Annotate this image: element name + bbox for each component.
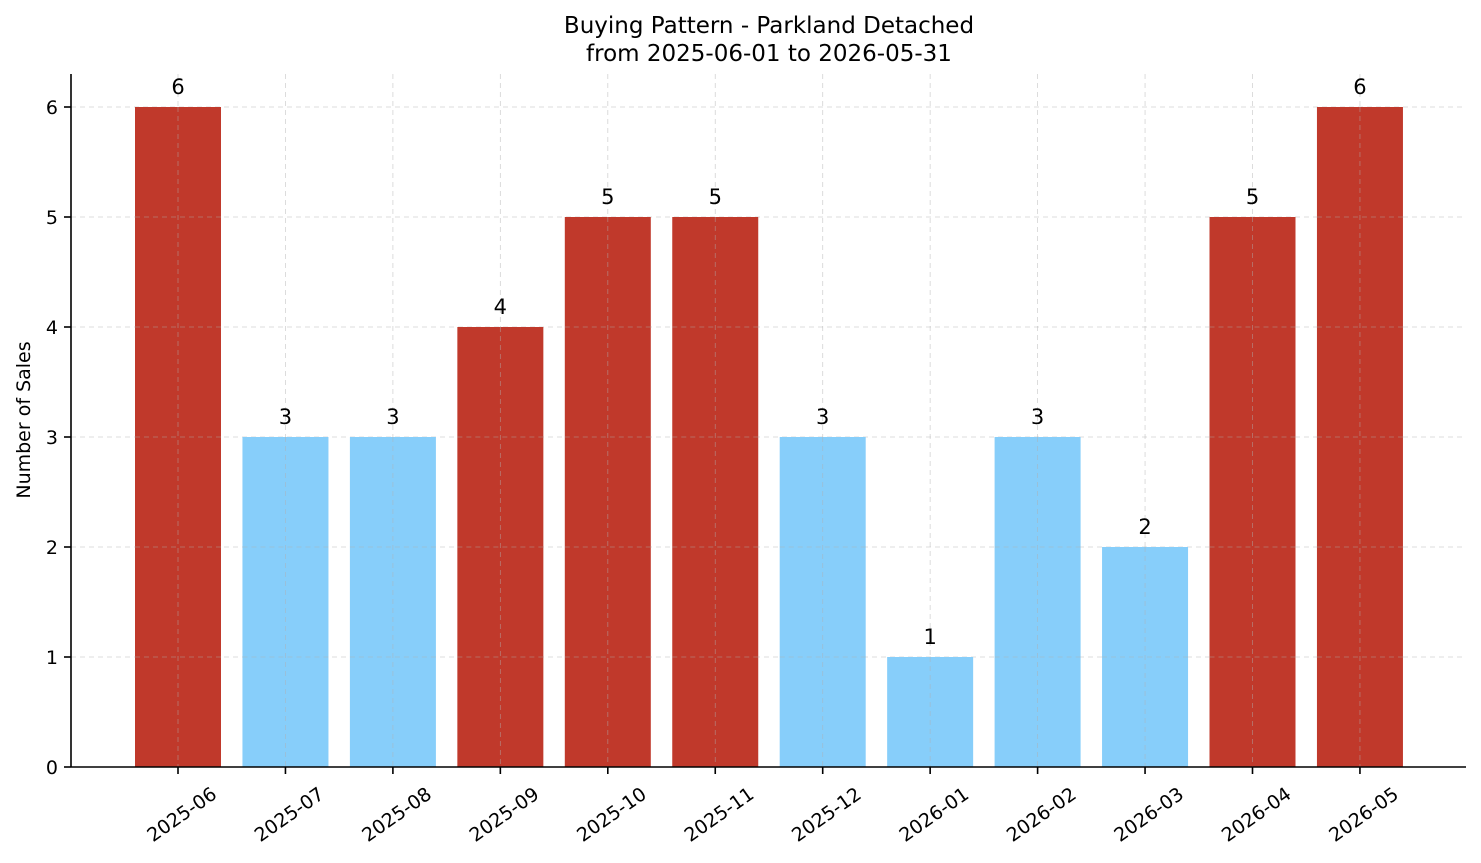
data-label: 3 bbox=[1031, 405, 1044, 429]
y-tick-label: 5 bbox=[46, 207, 58, 229]
data-label: 5 bbox=[601, 185, 614, 209]
x-tick-label: 2025-06 bbox=[143, 783, 221, 847]
axes bbox=[64, 74, 1466, 774]
x-tick-label: 2025-12 bbox=[788, 783, 866, 847]
data-labels: 6 3 3 4 5 5 3 1 3 2 5 6 bbox=[171, 75, 1366, 649]
chart-text: Buying Pattern - Parkland Detached from … bbox=[13, 13, 974, 499]
y-tick-label: 0 bbox=[46, 757, 58, 779]
y-tick-label: 3 bbox=[46, 427, 58, 449]
y-tick-label: 6 bbox=[46, 97, 58, 119]
data-label: 3 bbox=[386, 405, 399, 429]
x-tick-label: 2025-11 bbox=[680, 783, 758, 847]
data-label: 1 bbox=[923, 625, 936, 649]
y-axis-label: Number of Sales bbox=[13, 341, 35, 498]
y-tick-label: 4 bbox=[46, 317, 58, 339]
x-tick-label: 2026-04 bbox=[1218, 783, 1296, 847]
data-label: 5 bbox=[709, 185, 722, 209]
x-tick-label: 2026-02 bbox=[1003, 783, 1081, 847]
data-label: 4 bbox=[494, 295, 507, 319]
y-tick-label: 2 bbox=[46, 537, 58, 559]
data-label: 5 bbox=[1246, 185, 1259, 209]
x-tick-label: 2025-07 bbox=[251, 783, 329, 847]
data-label: 2 bbox=[1138, 515, 1151, 539]
chart-title: Buying Pattern - Parkland Detached bbox=[564, 13, 974, 39]
data-label: 6 bbox=[171, 75, 184, 99]
x-tick-label: 2026-01 bbox=[895, 783, 973, 847]
y-tick-label: 1 bbox=[46, 647, 58, 669]
chart-subtitle: from 2025-06-01 to 2026-05-31 bbox=[586, 41, 952, 67]
x-tick-label: 2026-03 bbox=[1110, 783, 1188, 847]
data-label: 6 bbox=[1353, 75, 1366, 99]
data-label: 3 bbox=[279, 405, 292, 429]
data-label: 3 bbox=[816, 405, 829, 429]
x-tick-label: 2025-08 bbox=[358, 783, 436, 847]
bars bbox=[135, 107, 1403, 767]
x-tick-label: 2025-10 bbox=[573, 783, 651, 847]
x-tick-label: 2026-05 bbox=[1325, 783, 1403, 847]
x-tick-label: 2025-09 bbox=[466, 783, 544, 847]
